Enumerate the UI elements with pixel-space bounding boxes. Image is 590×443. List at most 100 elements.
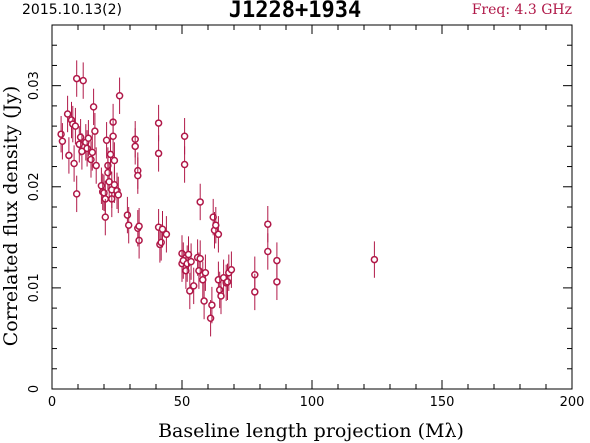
data-point <box>92 147 100 184</box>
data-point <box>186 272 194 310</box>
point-marker <box>264 220 272 228</box>
data-point <box>89 88 98 126</box>
data-point <box>65 137 73 174</box>
data-point <box>273 263 281 301</box>
point-marker <box>110 156 119 165</box>
point-marker <box>195 266 203 275</box>
plot-frame <box>51 24 573 390</box>
data-point <box>79 62 87 99</box>
data-point <box>88 134 97 171</box>
point-marker <box>273 256 281 265</box>
y-tick-label: 0.02 <box>27 172 42 201</box>
point-marker <box>109 132 117 140</box>
point-marker <box>187 257 195 266</box>
point-marker <box>92 161 100 170</box>
x-axis-label: Baseline length projection (Mλ) <box>158 420 464 442</box>
data-point <box>251 273 259 311</box>
data-point <box>57 116 65 153</box>
data-point <box>154 135 163 172</box>
data-point <box>67 101 76 139</box>
data-point <box>135 208 143 245</box>
point-marker <box>72 190 81 198</box>
point-marker <box>158 225 167 233</box>
data-point <box>196 240 204 277</box>
point-marker <box>214 230 223 239</box>
data-point <box>58 123 67 160</box>
y-axis-label: Correlated flux density (Jy) <box>0 86 22 347</box>
point-marker <box>58 137 67 146</box>
point-marker <box>154 119 163 127</box>
data-point <box>208 286 216 324</box>
data-point <box>201 254 210 291</box>
data-point <box>84 120 93 157</box>
y-tick-label: 0.01 <box>27 273 42 302</box>
data-point <box>370 241 379 278</box>
x-tick-label: 100 <box>300 395 325 410</box>
data-point <box>109 118 117 155</box>
point-marker <box>180 160 189 169</box>
point-marker <box>134 171 142 180</box>
observation-date: 2015.10.13(2) <box>22 2 122 18</box>
point-marker <box>65 151 73 160</box>
point-marker <box>89 103 98 111</box>
point-marker <box>273 278 281 286</box>
point-marker <box>57 130 65 138</box>
point-marker <box>154 149 163 158</box>
point-marker <box>227 265 236 274</box>
point-marker <box>71 122 80 130</box>
data-point <box>131 128 139 165</box>
point-marker <box>84 134 93 142</box>
data-point <box>63 95 72 133</box>
data-point <box>134 157 142 194</box>
y-tick-label: 0 <box>27 385 42 393</box>
data-point <box>72 60 81 97</box>
point-marker <box>131 142 139 151</box>
data-points <box>57 60 379 337</box>
point-marker <box>101 213 110 221</box>
point-marker <box>87 155 95 164</box>
point-marker <box>186 287 194 295</box>
data-point <box>91 112 99 150</box>
point-marker <box>200 297 208 305</box>
frequency-label: Freq: 4.3 GHz <box>471 2 572 18</box>
point-marker <box>123 211 132 219</box>
y-tick-label: 0.03 <box>27 71 42 100</box>
point-marker <box>196 254 204 263</box>
point-marker <box>88 148 97 157</box>
point-marker <box>102 136 111 145</box>
point-marker <box>70 159 78 168</box>
point-marker <box>135 222 143 230</box>
x-tick-label: 50 <box>174 395 191 410</box>
point-marker <box>215 286 224 294</box>
point-marker <box>79 76 87 85</box>
point-marker <box>189 282 198 290</box>
point-marker <box>91 127 99 135</box>
data-point <box>214 216 223 253</box>
data-point <box>124 207 133 244</box>
data-point <box>101 198 110 236</box>
data-point <box>180 146 189 183</box>
data-point <box>162 216 171 253</box>
data-point <box>200 282 208 320</box>
point-marker <box>201 268 210 277</box>
point-marker <box>115 92 124 100</box>
data-point <box>102 122 111 159</box>
data-point <box>158 211 167 248</box>
source-name: J1228+1934 <box>228 0 362 23</box>
data-point <box>212 207 220 244</box>
point-marker <box>76 133 85 141</box>
point-marker <box>370 255 379 264</box>
point-marker <box>251 288 259 296</box>
point-marker <box>196 198 204 206</box>
data-point <box>72 175 81 213</box>
data-point <box>187 243 195 280</box>
point-marker <box>162 230 171 239</box>
data-point <box>217 277 225 315</box>
data-point <box>196 183 204 221</box>
data-point <box>115 77 124 114</box>
plot-axes: 0 50 100 150 200 0 0.01 0.02 0.03 <box>27 24 584 410</box>
data-point <box>189 267 198 305</box>
data-point <box>227 251 236 288</box>
point-marker <box>157 238 165 247</box>
